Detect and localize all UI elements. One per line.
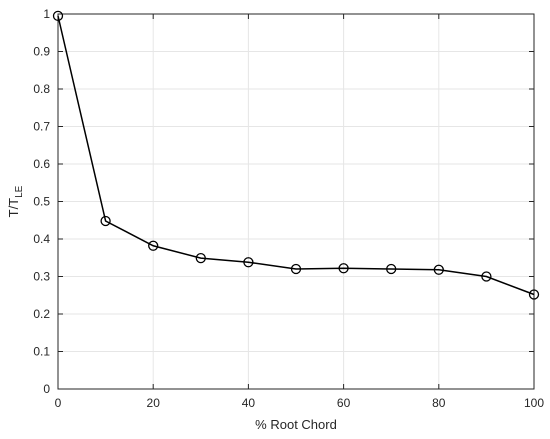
y-tick-label: 0.8 <box>33 82 50 96</box>
grid <box>57 13 535 390</box>
x-tick-label: 20 <box>147 396 161 410</box>
data-point <box>290 263 302 275</box>
y-axis-label-main: T/T <box>6 198 21 218</box>
x-tick-label: 0 <box>55 396 62 410</box>
y-tick-label: 0.7 <box>33 120 50 134</box>
y-tick-label: 0.1 <box>33 345 50 359</box>
data-point <box>52 10 64 22</box>
data-point <box>100 215 111 227</box>
data-point <box>386 263 397 275</box>
x-tick-label: 80 <box>432 396 446 410</box>
y-tick-label: 0 <box>43 382 50 396</box>
y-tick-label: 1 <box>43 7 50 21</box>
series <box>52 10 540 300</box>
data-point <box>433 264 444 275</box>
ticks: 0 20 40 60 80 100 0 0.1 0.2 0.3 0.4 0.5 0.6 0.7 0.8 0.9… <box>33 7 544 410</box>
y-tick-label: 0.4 <box>33 232 50 246</box>
y-tick-label: 0.6 <box>33 157 50 171</box>
x-tick-label: 40 <box>242 396 256 410</box>
data-point <box>528 289 540 300</box>
y-axis-label: T/TLE <box>6 185 25 217</box>
data-point <box>243 257 254 268</box>
x-tick-label: 100 <box>524 396 544 410</box>
series-line <box>57 15 535 296</box>
data-point <box>195 252 206 264</box>
x-axis-label: % Root Chord <box>255 417 337 432</box>
x-tick-label: 60 <box>337 396 351 410</box>
data-point <box>481 271 492 282</box>
y-tick-label: 0.3 <box>33 270 50 284</box>
y-tick-label: 0.5 <box>33 195 50 209</box>
y-axis-label-subscript: LE <box>14 185 25 198</box>
data-point <box>338 263 349 274</box>
y-tick-label: 0.2 <box>33 307 50 321</box>
y-tick-label: 0.9 <box>33 45 50 59</box>
data-point <box>148 240 159 251</box>
